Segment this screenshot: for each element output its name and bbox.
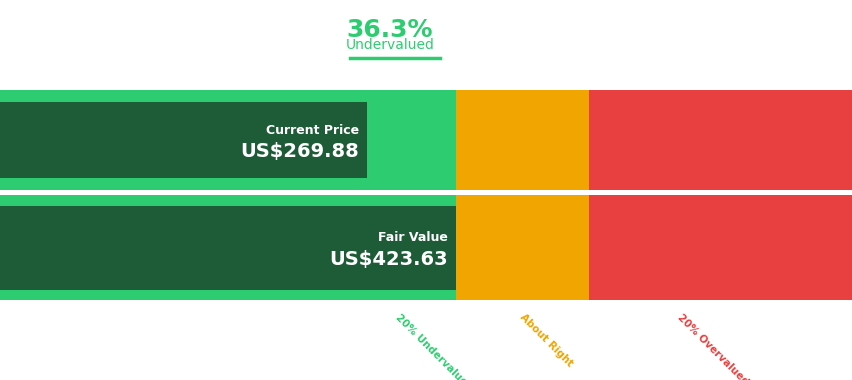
Text: 20% Undervalued: 20% Undervalued xyxy=(394,312,474,380)
Bar xyxy=(456,195,588,300)
Bar xyxy=(588,90,852,190)
Text: 36.3%: 36.3% xyxy=(347,18,433,42)
Bar xyxy=(0,195,456,300)
Text: US$423.63: US$423.63 xyxy=(330,250,448,269)
Bar xyxy=(456,90,588,190)
Bar xyxy=(0,102,366,178)
Text: US$269.88: US$269.88 xyxy=(239,142,359,162)
Bar xyxy=(588,195,852,300)
Text: About Right: About Right xyxy=(517,312,573,369)
Text: Fair Value: Fair Value xyxy=(378,231,448,244)
Text: 20% Overvalued: 20% Overvalued xyxy=(675,312,749,380)
Bar xyxy=(0,90,456,190)
Text: Undervalued: Undervalued xyxy=(345,38,434,52)
Bar xyxy=(0,206,456,290)
Text: Current Price: Current Price xyxy=(265,124,359,136)
